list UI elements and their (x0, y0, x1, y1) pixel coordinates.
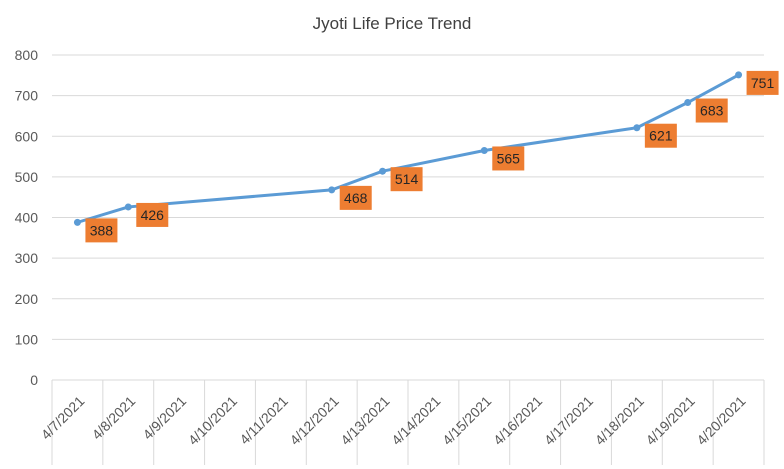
data-label-box (644, 123, 677, 148)
data-point-marker (73, 218, 81, 226)
data-label-box (136, 202, 169, 227)
data-label-box (492, 146, 525, 171)
data-label: 468 (344, 190, 368, 206)
x-tick-label: 4/17/2021 (541, 393, 597, 449)
data-label: 751 (751, 75, 775, 91)
data-point-marker (480, 146, 488, 154)
x-tick-label: 4/15/2021 (439, 393, 495, 449)
series-line (75, 73, 741, 224)
y-tick-label: 400 (15, 210, 39, 226)
y-tick-label: 200 (15, 291, 39, 307)
x-tick-label: 4/20/2021 (693, 393, 749, 449)
data-label: 683 (700, 103, 724, 119)
y-tick-label: 500 (15, 169, 39, 185)
data-label-box (746, 70, 779, 95)
data-point-marker (379, 167, 387, 175)
x-tick-label: 4/19/2021 (642, 393, 698, 449)
data-point-marker (735, 71, 743, 79)
x-tick-label: 4/18/2021 (592, 393, 648, 449)
x-tick-label: 4/14/2021 (388, 393, 444, 449)
y-tick-label: 100 (15, 331, 39, 347)
data-label-box (390, 167, 423, 192)
y-tick-label: 800 (15, 47, 39, 63)
data-point-marker (633, 124, 641, 132)
y-tick-label: 300 (15, 250, 39, 266)
x-tick-label: 4/12/2021 (286, 393, 342, 449)
data-point-marker (328, 186, 336, 194)
y-tick-label: 0 (30, 372, 38, 388)
data-label-box (85, 218, 118, 243)
data-label-box (339, 185, 372, 210)
x-tick-label: 4/7/2021 (38, 393, 88, 443)
x-tick-label: 4/9/2021 (139, 393, 189, 443)
data-label-box (695, 98, 728, 123)
data-label: 514 (395, 171, 419, 187)
chart-title: Jyoti Life Price Trend (312, 14, 472, 33)
x-tick-label: 4/11/2021 (236, 393, 291, 448)
y-tick-label: 600 (15, 128, 39, 144)
x-tick-label: 4/8/2021 (89, 393, 139, 443)
data-label: 426 (141, 207, 165, 223)
data-label: 565 (497, 150, 521, 166)
x-tick-label: 4/13/2021 (337, 393, 393, 449)
data-label: 621 (649, 128, 673, 144)
data-label: 388 (90, 222, 114, 238)
x-tick-label: 4/16/2021 (490, 393, 546, 449)
y-tick-label: 700 (15, 88, 39, 104)
x-tick-label: 4/10/2021 (185, 393, 241, 449)
data-point-marker (124, 203, 132, 211)
data-point-marker (684, 99, 692, 107)
